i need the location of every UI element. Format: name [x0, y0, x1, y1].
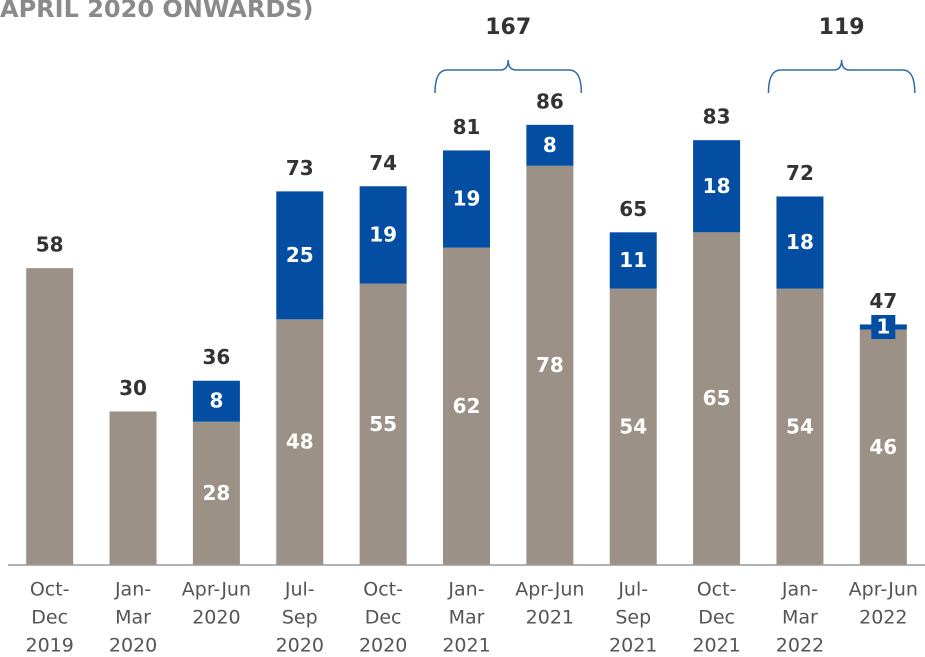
x-tick-label: Sep: [282, 607, 318, 629]
total-label: 83: [703, 105, 731, 129]
x-tick-label: Sep: [615, 607, 651, 629]
total-label: 86: [536, 89, 564, 113]
total-label: 36: [202, 345, 230, 369]
bar-segment: [109, 411, 157, 565]
x-tick-label: Jan-: [781, 579, 818, 601]
x-tick-label: Mar: [782, 607, 818, 629]
total-label: 81: [453, 115, 481, 139]
bar-segment: [526, 124, 574, 166]
x-tick-label: Jan-: [447, 579, 484, 601]
x-tick-label: 2021: [692, 635, 740, 657]
x-tick-label: Dec: [698, 607, 735, 629]
x-tick-label: Dec: [365, 607, 402, 629]
x-tick-label: Dec: [31, 607, 68, 629]
bar-segment: [192, 380, 240, 422]
bar-segment: [276, 191, 324, 320]
x-tick-label: Apr-Jun: [515, 579, 584, 601]
x-tick-label: 2020: [276, 635, 324, 657]
total-label: 73: [286, 156, 314, 180]
segment-label: 55: [369, 412, 397, 436]
x-tick-label: Jul-: [284, 579, 315, 601]
x-tick-label: 2022: [859, 607, 907, 629]
bar-segment: [192, 421, 240, 565]
annotation: 119: [819, 15, 865, 40]
x-tick-label: 2020: [359, 635, 407, 657]
x-tick-label: 2020: [109, 635, 157, 657]
bar-segment: [776, 288, 824, 565]
bar-segment: [609, 288, 657, 565]
x-tick-label: 2021: [609, 635, 657, 657]
total-label: 30: [119, 376, 147, 400]
total-label: 47: [869, 289, 897, 313]
segment-label: 46: [869, 435, 897, 459]
segment-label: 48: [286, 430, 314, 454]
x-tick-label: 2019: [26, 635, 74, 657]
x-tick-label: Apr-Jun: [182, 579, 251, 601]
label-bg: [871, 315, 896, 340]
segment-label: 19: [453, 187, 481, 211]
segment-label: 8: [543, 133, 557, 157]
x-tick-label: Mar: [115, 607, 151, 629]
segment-label: 54: [619, 414, 647, 438]
segment-label: 54: [786, 414, 814, 438]
x-tick-label: Oct-: [363, 579, 403, 601]
bar-segment: [693, 140, 741, 233]
bar-segment: [526, 165, 574, 566]
segment-label: 8: [209, 389, 223, 413]
bar-segment: [776, 196, 824, 289]
segment-label: 78: [536, 353, 564, 377]
segment-label: 19: [369, 222, 397, 246]
segment-label: 25: [286, 243, 314, 267]
bar-segment: [443, 150, 490, 248]
segment-label: 65: [703, 386, 731, 410]
x-tick-label: 2021: [442, 635, 490, 657]
segment-label: 11: [619, 248, 647, 272]
bar-segment: [359, 186, 407, 284]
total-label: 58: [36, 233, 64, 257]
chart-title: APRIL 2020 ONWARDS): [0, 0, 314, 23]
bar-segment: [443, 247, 490, 565]
segment-label: 18: [786, 230, 814, 254]
x-tick-label: Jul-: [617, 579, 648, 601]
x-tick-label: Oct-: [697, 579, 737, 601]
segment-label: 28: [202, 481, 230, 505]
bar-segment: [359, 283, 407, 565]
bar-segment: [26, 268, 74, 565]
bracket: [434, 59, 583, 94]
x-tick-label: Oct-: [30, 579, 70, 601]
total-label: 72: [786, 161, 814, 185]
x-tick-label: 2022: [776, 635, 824, 657]
segment-label: 18: [703, 174, 731, 198]
total-label: 74: [369, 151, 397, 175]
x-tick-label: Apr-Jun: [849, 579, 918, 601]
bar-segment: [859, 329, 907, 565]
annotation: 167: [485, 15, 531, 40]
x-tick-label: 2021: [526, 607, 574, 629]
x-tick-label: 2020: [192, 607, 240, 629]
segment-label: 1: [876, 315, 890, 339]
x-tick-label: Jan-: [114, 579, 151, 601]
bar-segment: [693, 232, 741, 565]
total-label: 65: [619, 197, 647, 221]
bar-segment: [276, 319, 324, 565]
segment-label: 62: [453, 394, 481, 418]
x-tick-label: Mar: [449, 607, 485, 629]
bar-segment: [609, 232, 657, 289]
bracket: [767, 59, 916, 94]
